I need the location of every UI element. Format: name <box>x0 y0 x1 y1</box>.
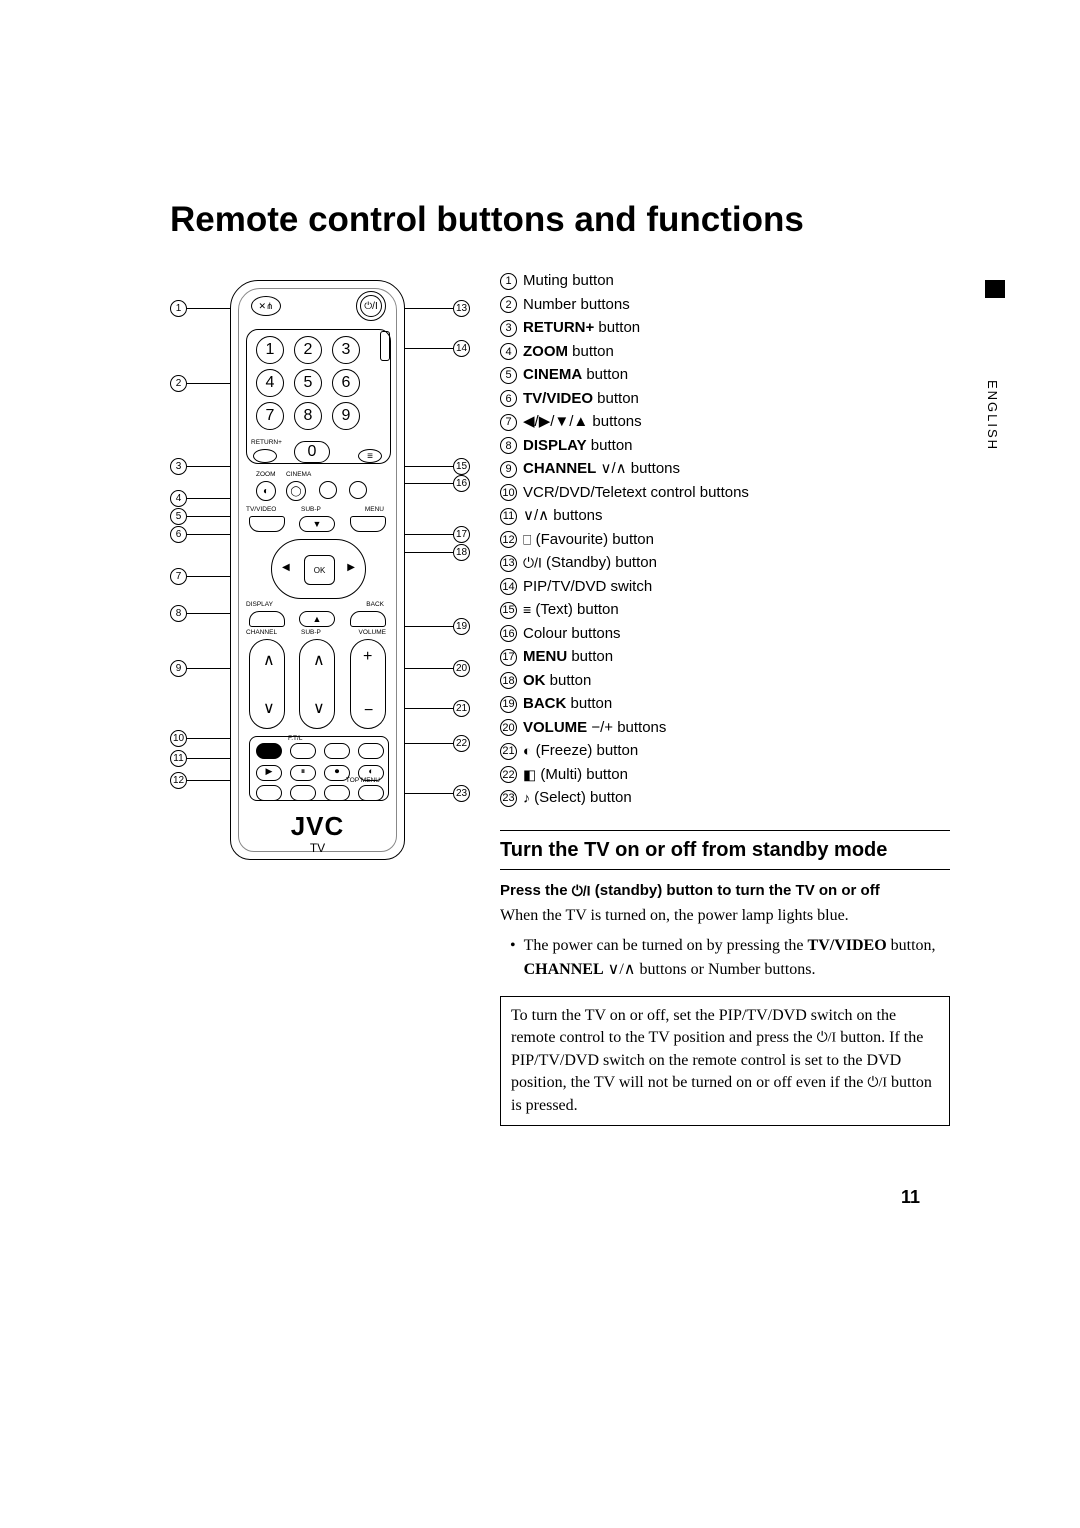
callout: 19 <box>405 618 470 635</box>
note-box: To turn the TV on or off, set the PIP/TV… <box>500 996 950 1126</box>
brand-sub: TV <box>231 841 404 855</box>
zero-key: 0 <box>294 441 330 463</box>
callout: 14 <box>405 340 470 357</box>
legend-item: 22◧ (Multi) button <box>500 764 950 787</box>
para-power-lamp: When the TV is turned on, the power lamp… <box>500 904 950 928</box>
legend-item: 19BACK button <box>500 693 950 716</box>
callout: 9 <box>170 660 232 677</box>
callout: 3 <box>170 458 232 475</box>
legend-list: 1Muting button2Number buttons3RETURN+ bu… <box>500 270 950 810</box>
callout: 1 <box>170 300 232 317</box>
legend-item: 18OK button <box>500 670 950 693</box>
callout: 18 <box>405 544 470 561</box>
legend-item: 20VOLUME −/+ buttons <box>500 717 950 740</box>
callout: 16 <box>405 475 470 492</box>
volume-rocker: + − <box>350 639 386 729</box>
brand-logo: JVC <box>231 811 404 842</box>
standby-button: ⏻/I <box>356 291 386 321</box>
legend-item: 1Muting button <box>500 270 950 293</box>
vcr-dvd-group: ▶ ⏸ ⏺ ◐ F.T/L TOP MENU <box>249 736 389 801</box>
legend-item: 9CHANNEL ∨/∧ buttons <box>500 458 950 481</box>
legend-item: 2Number buttons <box>500 294 950 317</box>
legend-item: 6TV/VIDEO button <box>500 388 950 411</box>
section-heading: Turn the TV on or off from standby mode <box>500 830 950 870</box>
legend-item: 10VCR/DVD/Teletext control buttons <box>500 482 950 505</box>
remote-diagram: 123456789101112 1314151617181920212223 ✕… <box>170 270 470 1126</box>
legend-item: 14PIP/TV/DVD switch <box>500 576 950 599</box>
callout: 12 <box>170 772 232 789</box>
legend-item: 3RETURN+ button <box>500 317 950 340</box>
callout: 7 <box>170 568 232 585</box>
legend-item: 5CINEMA button <box>500 364 950 387</box>
legend-item: 4ZOOM button <box>500 341 950 364</box>
legend-item: 21◐ (Freeze) button <box>500 740 950 763</box>
legend-item: 15≡ (Text) button <box>500 599 950 622</box>
standby-icon: ⏻/I <box>867 1076 887 1091</box>
callout: 21 <box>405 700 470 717</box>
callout: 20 <box>405 660 470 677</box>
legend-item: 13⏻/I (Standby) button <box>500 552 950 575</box>
callout: 13 <box>405 300 470 317</box>
callout: 8 <box>170 605 232 622</box>
callout: 15 <box>405 458 470 475</box>
channel-rocker: ∧ ∨ <box>249 639 285 729</box>
page-title: Remote control buttons and functions <box>170 200 950 240</box>
callout: 4 <box>170 490 232 507</box>
legend-item: 8DISPLAY button <box>500 435 950 458</box>
bullet-power-on: • The power can be turned on by pressing… <box>510 934 950 982</box>
callout: 22 <box>405 735 470 752</box>
legend-item: 12⎕ (Favourite) button <box>500 529 950 552</box>
legend-item: 17MENU button <box>500 646 950 669</box>
callout: 23 <box>405 785 470 802</box>
mute-button: ✕⋔ <box>251 296 281 316</box>
callout: 10 <box>170 730 232 747</box>
callout: 6 <box>170 526 232 543</box>
standby-icon: ⏻/I <box>572 882 591 898</box>
legend-item: 23♪ (Select) button <box>500 787 950 810</box>
callout: 11 <box>170 750 232 767</box>
callout: 5 <box>170 508 232 525</box>
press-instruction: Press the ⏻/I (standby) button to turn t… <box>500 880 950 903</box>
legend-item: 7◀/▶/▼/▲ buttons <box>500 411 950 434</box>
legend-item: 16Colour buttons <box>500 623 950 646</box>
language-tab: ENGLISH <box>985 380 1000 451</box>
dpad: OK ◀ ▶ <box>271 539 366 599</box>
page-number: 11 <box>901 1187 920 1208</box>
legend-item: 11∨/∧ buttons <box>500 505 950 528</box>
callout: 2 <box>170 375 232 392</box>
callout: 17 <box>405 526 470 543</box>
standby-icon: ⏻/I <box>817 1031 837 1046</box>
